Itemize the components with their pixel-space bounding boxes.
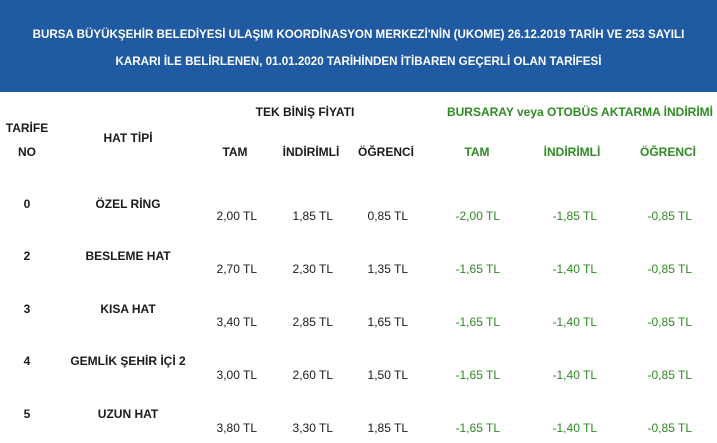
row-aktarma-ogrenci: -0,85 TL xyxy=(647,262,692,276)
row-indirimli: 2,30 TL xyxy=(292,262,333,276)
title-line-1: BURSA BÜYÜKŞEHİR BELEDİYESİ ULAŞIM KOORD… xyxy=(32,28,685,41)
row-no: 3 xyxy=(23,302,31,316)
title-line-2: KARARI İLE BELİRLENEN, 01.01.2020 TARİHİ… xyxy=(115,55,602,68)
row-aktarma-ogrenci: -0,85 TL xyxy=(647,209,692,223)
row-ogrenci: 1,50 TL xyxy=(367,368,408,382)
row-aktarma-indirimli: -1,40 TL xyxy=(552,421,597,435)
row-no: 4 xyxy=(23,354,31,368)
row-aktarma-indirimli: -1,85 TL xyxy=(552,209,597,223)
row-ogrenci: 1,65 TL xyxy=(367,315,408,329)
header-aktarma-indirimli: İNDİRİMLİ xyxy=(543,145,601,159)
row-indirimli: 1,85 TL xyxy=(292,209,333,223)
row-no: 0 xyxy=(23,197,31,211)
row-ogrenci: 1,35 TL xyxy=(367,262,408,276)
header-hat-tipi: HAT TİPİ xyxy=(103,131,153,145)
row-aktarma-tam: -1,65 TL xyxy=(455,315,500,329)
row-hat-tipi: BESLEME HAT xyxy=(85,249,171,263)
header-tarife: TARİFE xyxy=(5,121,49,135)
row-indirimli: 3,30 TL xyxy=(292,421,333,435)
row-indirimli: 2,60 TL xyxy=(292,368,333,382)
row-no: 5 xyxy=(23,407,31,421)
header-aktarma-tam: TAM xyxy=(464,145,490,159)
title-banner: BURSA BÜYÜKŞEHİR BELEDİYESİ ULAŞIM KOORD… xyxy=(0,0,717,92)
row-aktarma-indirimli: -1,40 TL xyxy=(552,315,597,329)
header-tam: TAM xyxy=(222,145,248,159)
row-hat-tipi: ÖZEL RİNG xyxy=(95,197,161,211)
row-hat-tipi: GEMLİK ŞEHİR İÇİ 2 xyxy=(70,354,186,368)
row-aktarma-tam: -1,65 TL xyxy=(455,421,500,435)
row-ogrenci: 0,85 TL xyxy=(367,209,408,223)
row-aktarma-ogrenci: -0,85 TL xyxy=(647,421,692,435)
row-aktarma-tam: -2,00 TL xyxy=(455,209,500,223)
header-ogrenci: ÖĞRENCİ xyxy=(357,145,415,159)
row-tam: 3,40 TL xyxy=(216,315,257,329)
row-aktarma-tam: -1,65 TL xyxy=(455,262,500,276)
header-aktarma-ogrenci: ÖĞRENCİ xyxy=(639,145,697,159)
header-tek-binis: TEK BİNİŞ FİYATI xyxy=(255,105,355,119)
row-hat-tipi: UZUN HAT xyxy=(97,407,159,421)
row-tam: 2,00 TL xyxy=(216,209,257,223)
row-aktarma-ogrenci: -0,85 TL xyxy=(647,368,692,382)
header-no: NO xyxy=(18,145,36,159)
header-aktarma: BURSARAY veya OTOBÜS AKTARMA İNDİRİMİ xyxy=(446,105,714,119)
row-hat-tipi: KISA HAT xyxy=(100,302,156,316)
row-aktarma-indirimli: -1,40 TL xyxy=(552,262,597,276)
row-tam: 3,00 TL xyxy=(216,368,257,382)
row-ogrenci: 1,85 TL xyxy=(367,421,408,435)
row-no: 2 xyxy=(23,249,31,263)
row-aktarma-tam: -1,65 TL xyxy=(455,368,500,382)
row-tam: 3,80 TL xyxy=(216,421,257,435)
row-indirimli: 2,85 TL xyxy=(292,315,333,329)
header-indirimli: İNDİRİMLİ xyxy=(282,145,340,159)
row-aktarma-ogrenci: -0,85 TL xyxy=(647,315,692,329)
row-aktarma-indirimli: -1,40 TL xyxy=(552,368,597,382)
row-tam: 2,70 TL xyxy=(216,262,257,276)
